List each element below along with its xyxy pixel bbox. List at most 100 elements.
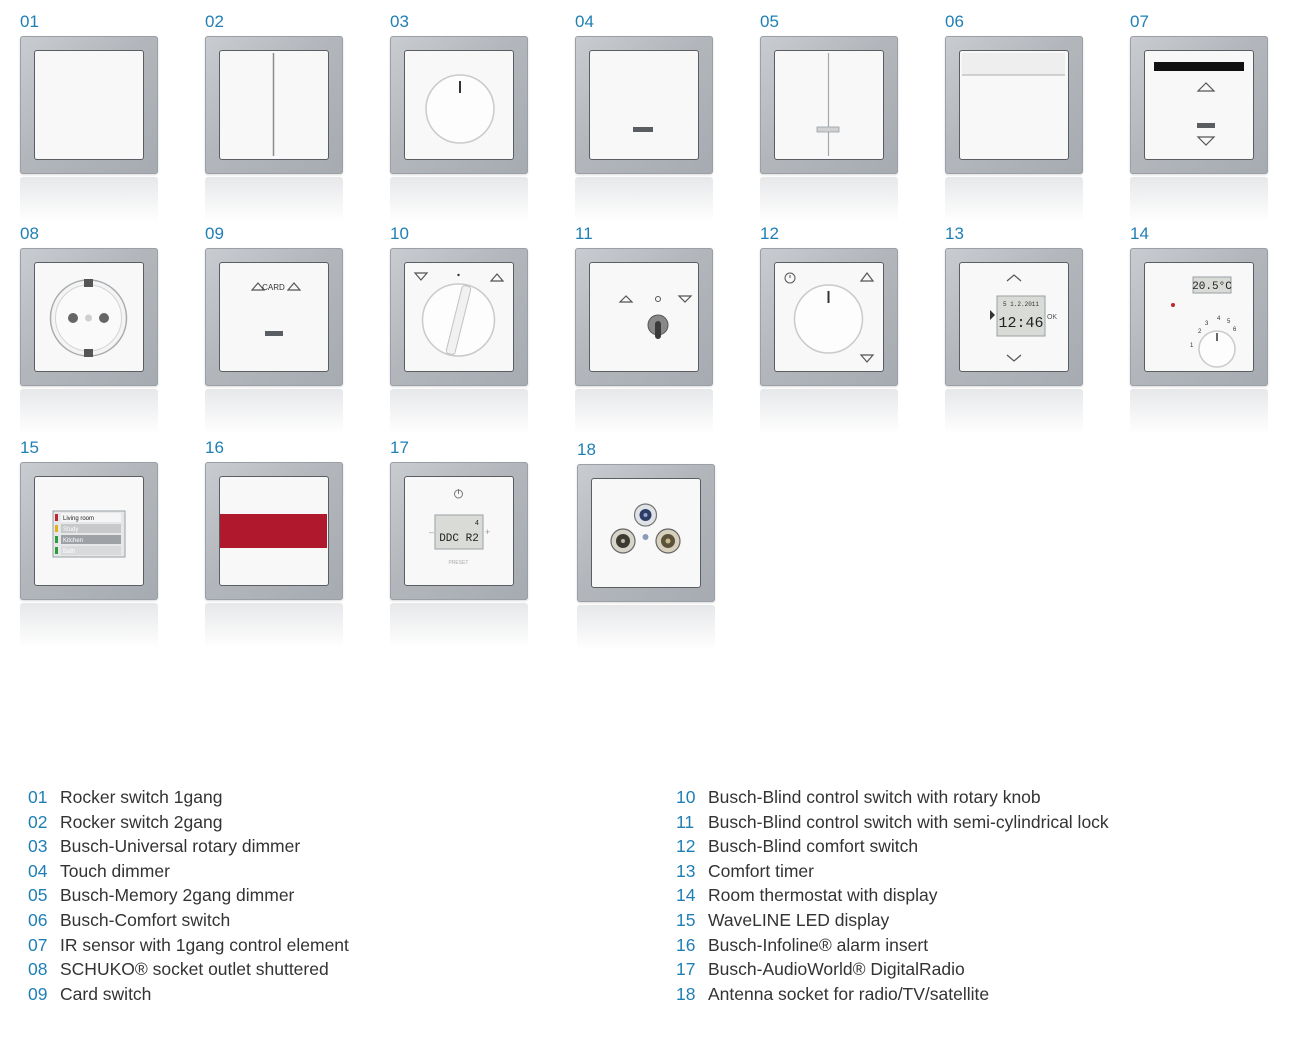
product-18: 18 [577,440,717,650]
product-number: 02 [205,12,224,31]
frame-plate [205,462,343,600]
legend-text: Card switch [60,983,152,1004]
product-number: 01 [20,12,39,31]
dial-label: 5 [1227,319,1231,325]
digital-radio-icon: – 4 DDC R2 + PRESET [404,476,514,586]
frame-plate [20,248,158,386]
comfort-switch-icon [959,50,1069,160]
product-number: 13 [945,224,964,243]
legend-text: WaveLINE LED display [708,909,890,930]
product-number: 09 [205,224,224,243]
timer-date: 5 1.2.2011 [1003,301,1039,308]
legend-text: Busch-Blind control switch with semi-cyl… [708,811,1109,832]
reflection [390,389,528,434]
product-number: 04 [575,12,594,31]
legend-text: Busch-Comfort switch [60,909,231,930]
reflection [20,603,158,648]
frame-plate [760,36,898,174]
product-01: 01 [20,12,160,222]
radio-station: DDC R2 [439,533,479,545]
reflection [577,605,715,650]
legend-item: 14 Room thermostat with display [676,883,1109,908]
product-number: 03 [390,12,409,31]
frame-plate: 20.5°C 1 2 3 4 5 6 [1130,248,1268,386]
frame-plate [575,248,713,386]
legend-text: Busch-Memory 2gang dimmer [60,885,295,906]
legend-number: 10 [676,787,696,807]
legend-item: 16 Busch-Infoline® alarm insert [676,933,1109,958]
legend-text: Antenna socket for radio/TV/satellite [708,983,990,1004]
legend-number: 15 [676,909,696,930]
legend-number: 09 [28,983,48,1004]
legend-text: Busch-Blind control switch with rotary k… [708,787,1041,807]
product-13: 13 5 1.2.2011 12:46 OK [945,224,1085,434]
reflection [205,389,343,434]
frame-plate [577,464,715,602]
reflection [390,177,528,222]
legend-item: 01 Rocker switch 1gang [28,785,349,810]
legend-item: 11 Busch-Blind control switch with semi-c… [676,810,1109,835]
product-14: 14 20.5°C 1 2 3 4 5 6 [1130,224,1270,434]
alarm-insert-icon [219,476,329,586]
frame-plate: – 4 DDC R2 + PRESET [390,462,528,600]
product-12: 12 [760,224,900,434]
svg-text:+: + [485,527,490,537]
legend-text: Rocker switch 1gang [60,787,223,807]
legend-text: Busch-Blind comfort switch [708,836,919,857]
frame-plate [945,36,1083,174]
room-item: Kitchen [63,538,83,544]
legend-text: Rocker switch 2gang [60,811,223,832]
reflection [575,389,713,434]
frame-plate: CARD [205,248,343,386]
legend-item: 05 Busch-Memory 2gang dimmer [28,883,349,908]
svg-text:–: – [429,527,434,537]
product-number: 15 [20,438,39,457]
legend-number: 02 [28,811,48,832]
ir-sensor-icon [1144,50,1254,160]
product-08: 08 [20,224,160,434]
legend-number: 17 [676,959,696,980]
legend-number: 11 [676,811,695,832]
legend-item: 03 Busch-Universal rotary dimmer [28,834,349,859]
reflection [20,389,158,434]
legend-text: IR sensor with 1gang control element [60,934,349,955]
antenna-socket-icon [591,478,701,588]
card-label: CARD [262,283,285,292]
legend-number: 08 [28,959,48,980]
legend-item: 06 Busch-Comfort switch [28,908,349,933]
product-number: 18 [577,440,596,459]
product-number: 10 [390,224,409,243]
thermostat-display: 20.5°C [1192,281,1232,293]
reflection [20,177,158,222]
rocker-2gang-icon [219,50,329,160]
legend-item: 17 Busch-AudioWorld® DigitalRadio [676,957,1109,982]
blind-rotary-knob-icon [404,262,514,372]
legend-item: 04 Touch dimmer [28,859,349,884]
legend-item: 09 Card switch [28,982,349,1007]
card-switch-icon: CARD [219,262,329,372]
waveline-display-icon: Living room Study Kitchen Bath [34,476,144,586]
frame-plate [390,36,528,174]
product-05: 05 [760,12,900,222]
legend-text: Busch-AudioWorld® DigitalRadio [708,959,965,980]
legend-item: 10 Busch-Blind control switch with rotary… [676,785,1109,810]
room-item: Study [63,527,78,533]
reflection [1130,177,1268,222]
dial-label: 3 [1205,321,1209,327]
blind-comfort-switch-icon [774,262,884,372]
product-number: 12 [760,224,779,243]
rotary-dimmer-icon [404,50,514,160]
product-02: 02 [205,12,345,222]
frame-plate [390,248,528,386]
touch-dimmer-icon [589,50,699,160]
legend-text: Busch-Universal rotary dimmer [60,836,301,857]
product-number: 16 [205,438,224,457]
frame-plate: 5 1.2.2011 12:46 OK [945,248,1083,386]
legend-number: 18 [676,983,696,1004]
legend-item: 08 SCHUKO® socket outlet shuttered [28,957,349,982]
timer-time: 12:46 [998,315,1043,332]
room-thermostat-icon: 20.5°C 1 2 3 4 5 6 [1144,262,1254,372]
product-09: 09 CARD [205,224,345,434]
preset-label: PRESET [448,560,468,566]
reflection [945,389,1083,434]
